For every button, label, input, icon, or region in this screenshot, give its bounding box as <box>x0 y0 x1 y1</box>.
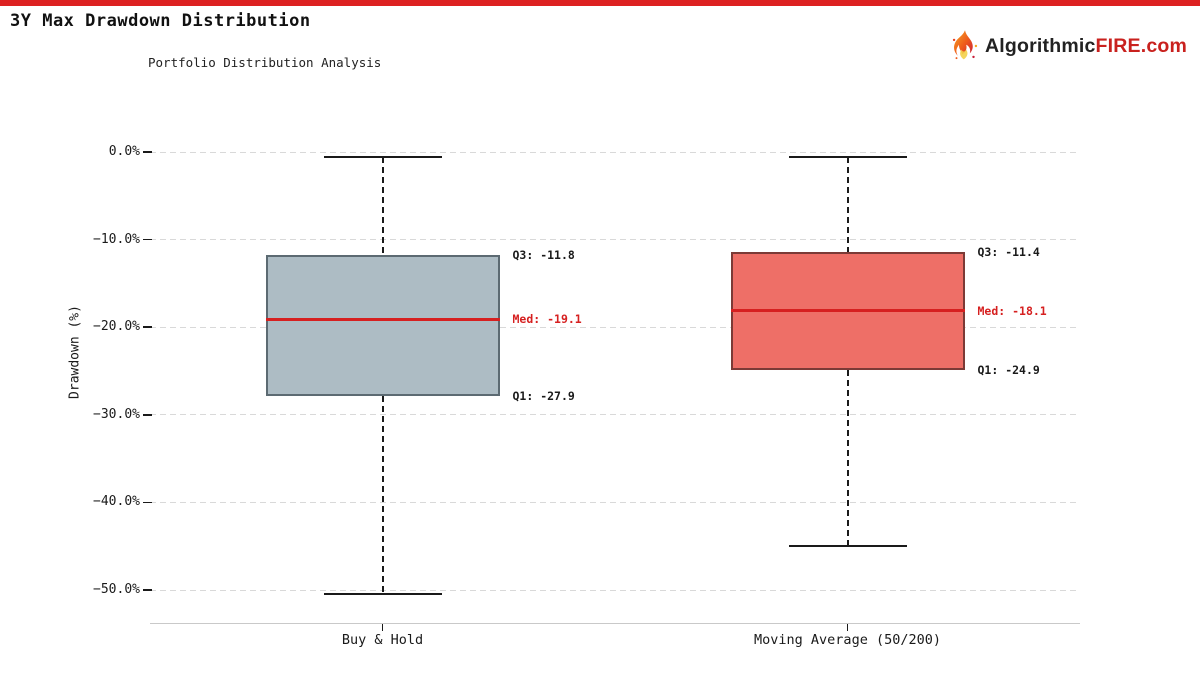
y-tick-label: −20.0% <box>93 319 140 335</box>
y-gridline <box>150 151 1080 153</box>
y-tick-mark <box>143 238 152 241</box>
x-tick-label: Buy & Hold <box>341 632 424 648</box>
whisker-lower <box>846 370 849 547</box>
x-tick-mark <box>381 624 384 631</box>
y-gridline <box>150 326 1080 328</box>
annotation-median: Med: -18.1 <box>977 303 1047 318</box>
whisker-cap-bottom <box>788 545 907 548</box>
y-gridline <box>150 501 1080 503</box>
brand-name: AlgorithmicFIRE.com <box>985 35 1187 58</box>
whisker-lower <box>381 396 384 594</box>
x-axis-line <box>150 623 1080 624</box>
brand-tld: .com <box>1140 34 1188 57</box>
annotation-q1: Q1: -27.9 <box>512 389 575 404</box>
x-tick-mark <box>846 624 849 631</box>
y-gridline <box>150 589 1080 591</box>
annotation-q3: Q3: -11.4 <box>977 244 1040 259</box>
brand-logo: AlgorithmicFIRE.com <box>950 27 1187 65</box>
flame-icon <box>950 29 980 63</box>
y-tick-label: −10.0% <box>93 231 140 247</box>
median-line <box>730 309 965 313</box>
y-gridline <box>150 414 1080 416</box>
annotation-q3: Q3: -11.8 <box>512 248 575 263</box>
whisker-cap-top <box>788 156 907 159</box>
brand-prefix: Algorithmic <box>985 34 1096 57</box>
y-tick-label: −40.0% <box>93 494 140 510</box>
y-tick-mark <box>143 589 152 591</box>
box-1 <box>265 255 500 397</box>
brand-suffix: FIRE <box>1095 34 1141 57</box>
whisker-cap-top <box>323 156 442 159</box>
whisker-upper <box>381 157 384 256</box>
y-tick-mark <box>143 501 152 504</box>
x-tick-label: Moving Average (50/200) <box>754 632 941 648</box>
whisker-cap-bottom <box>323 592 442 595</box>
annotation-median: Med: -19.1 <box>512 312 582 327</box>
y-tick-mark <box>143 326 152 328</box>
median-line <box>265 317 500 321</box>
y-tick-mark <box>143 151 152 153</box>
top-accent-bar <box>0 0 1200 6</box>
y-tick-label: 0.0% <box>108 144 140 159</box>
y-tick-label: −50.0% <box>93 582 140 597</box>
page-title: 3Y Max Drawdown Distribution <box>10 11 311 31</box>
y-gridline <box>150 239 1080 241</box>
whisker-upper <box>846 157 849 252</box>
annotation-q1: Q1: -24.9 <box>977 363 1040 378</box>
page-subtitle: Portfolio Distribution Analysis <box>148 55 382 70</box>
y-tick-label: −30.0% <box>93 406 140 422</box>
y-tick-mark <box>143 414 152 416</box>
